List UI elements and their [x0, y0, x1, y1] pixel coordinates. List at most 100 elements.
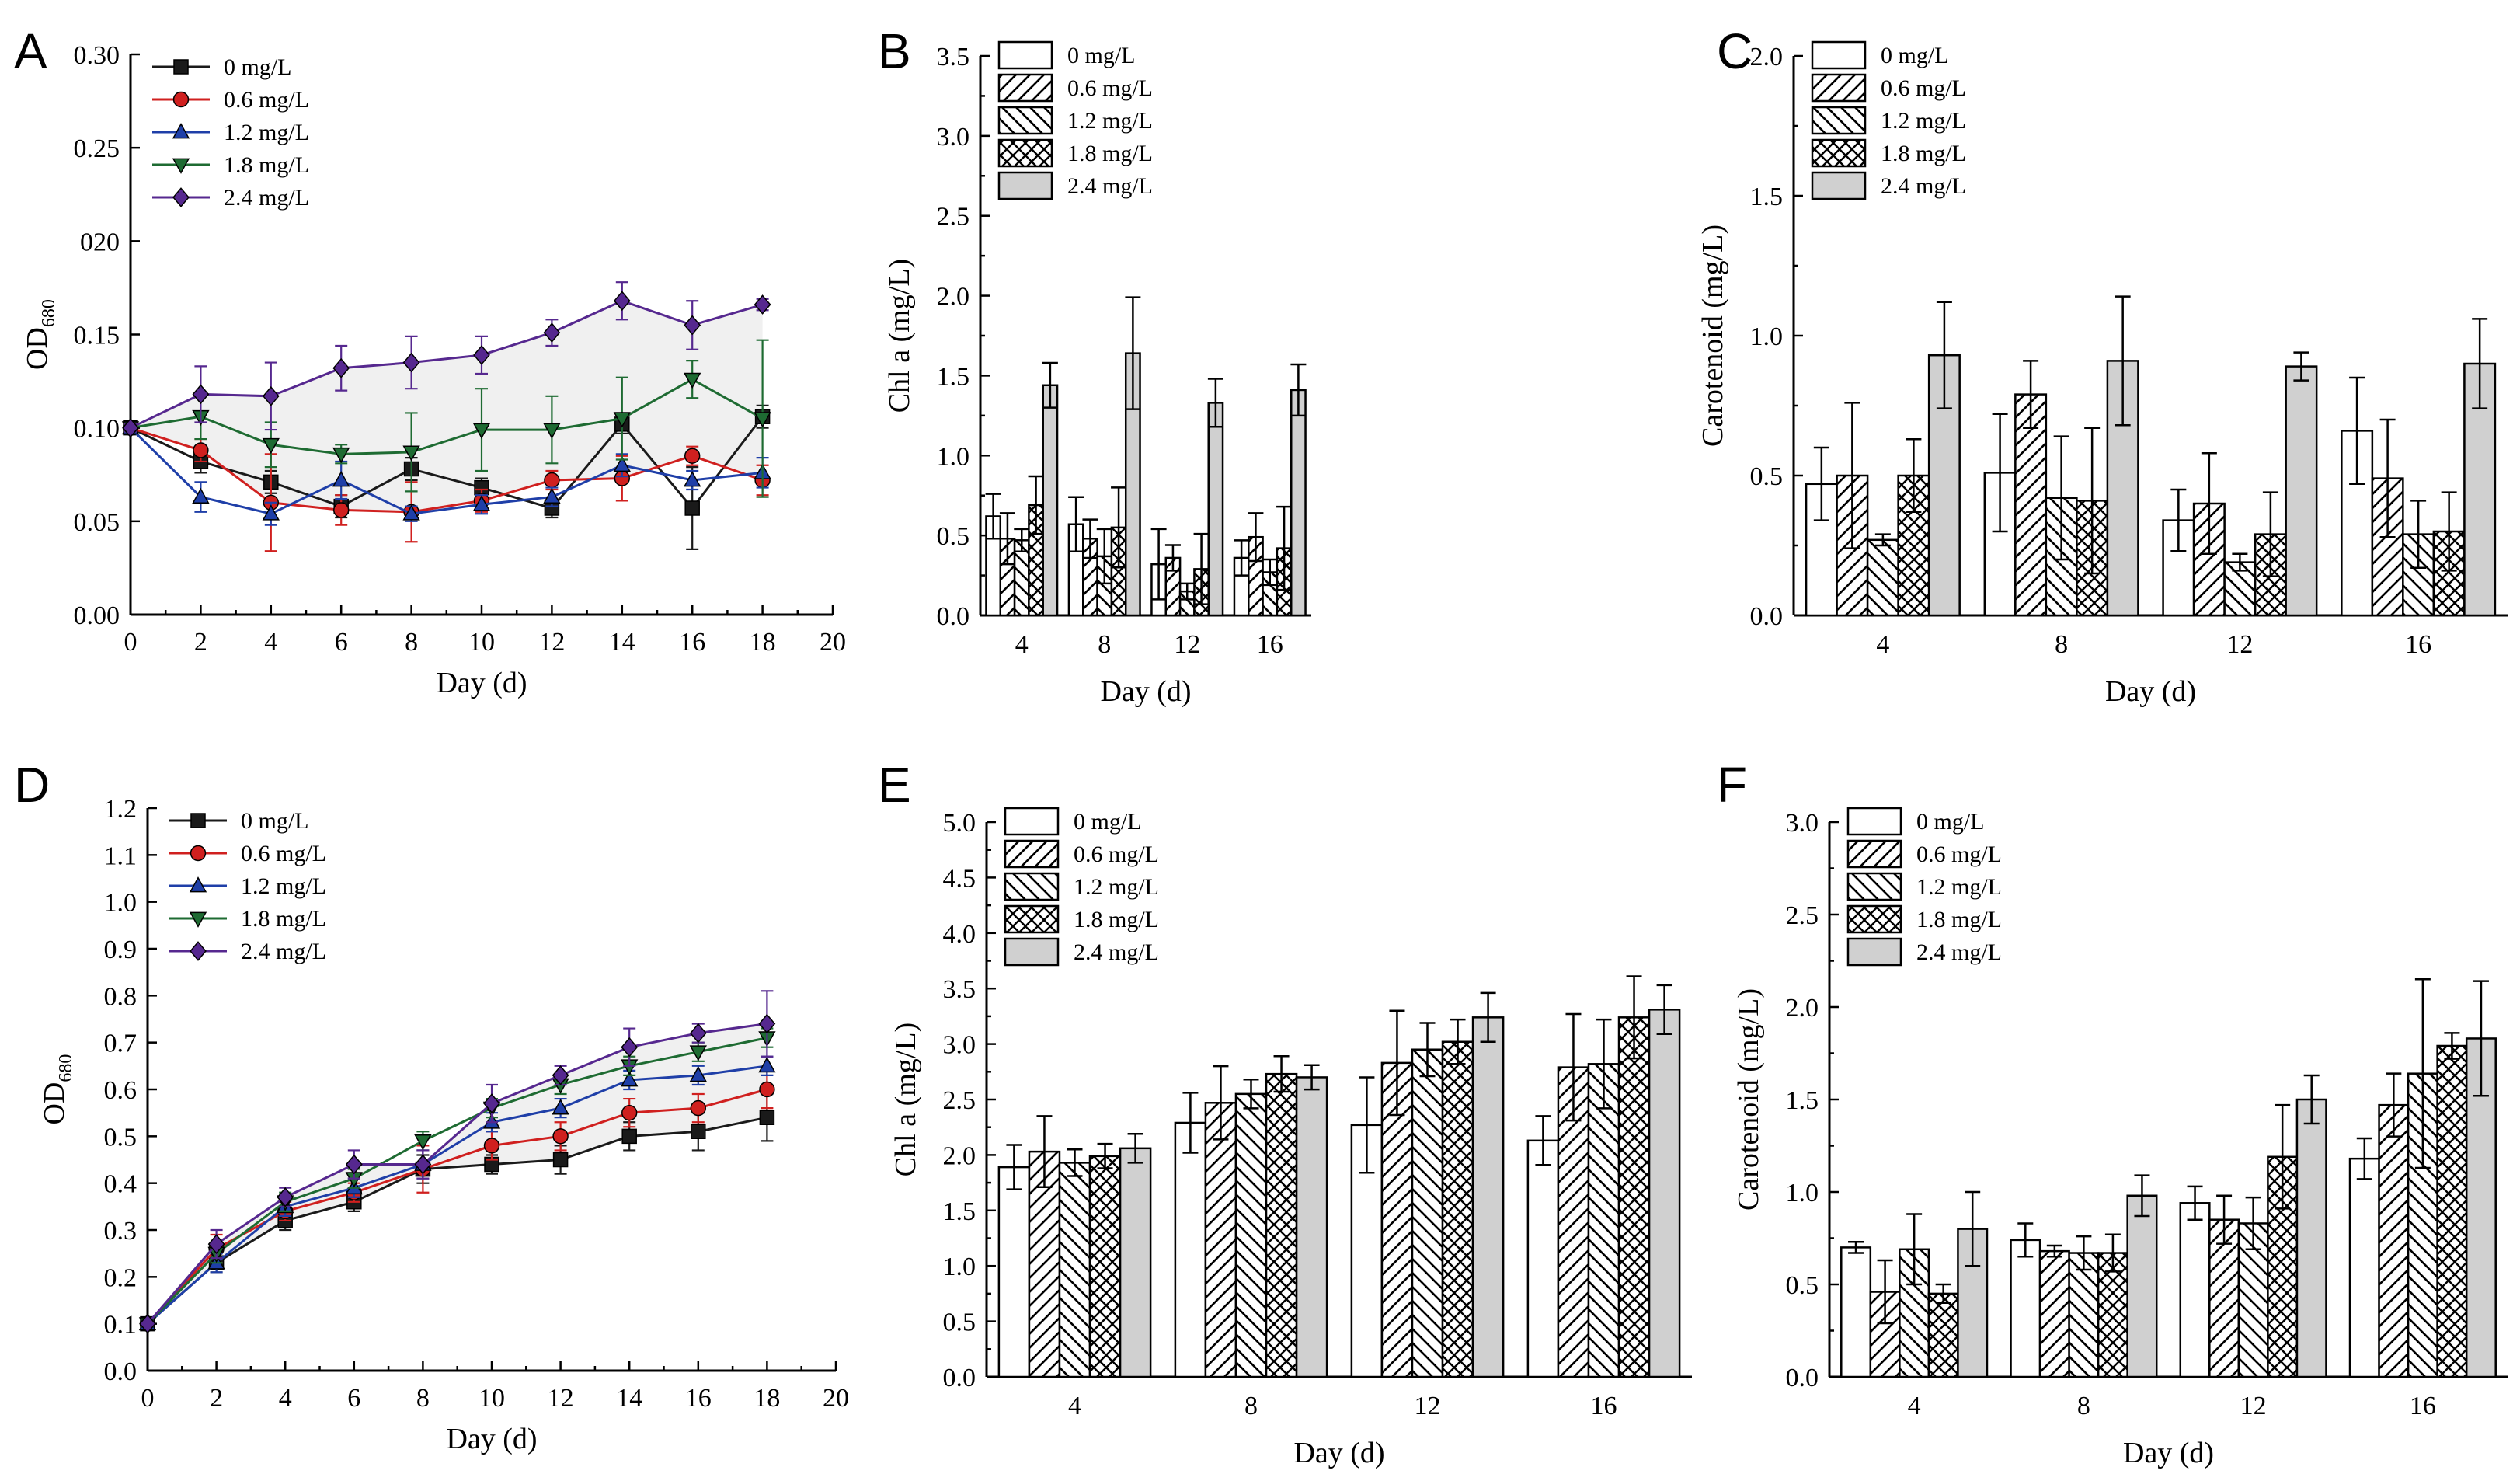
- legend-swatch: [1004, 807, 1060, 836]
- legend-marker: [190, 813, 206, 828]
- legend-label: 0.6 mg/L: [1881, 75, 1966, 101]
- x-tick-label: 4: [1876, 630, 1889, 659]
- legend-swatch: [1811, 40, 1867, 70]
- data-point: [262, 504, 280, 521]
- y-tick-label: 0.15: [74, 322, 120, 350]
- data-point: [472, 495, 491, 511]
- legend-label: 1.8 mg/L: [224, 152, 309, 178]
- x-tick-label: 4: [279, 1384, 292, 1413]
- series-line: [129, 427, 763, 515]
- y-axis-title: OD680: [21, 299, 59, 370]
- error-bar: [1096, 528, 1112, 585]
- error-bar: [2410, 500, 2427, 570]
- y-axis-title-main: OD: [21, 327, 54, 370]
- x-tick-label: 18: [754, 1384, 780, 1413]
- data-point: [472, 423, 491, 439]
- bar: [2378, 1103, 2410, 1378]
- legend-swatch: [997, 106, 1053, 135]
- data-point: [332, 357, 350, 378]
- error-bar: [999, 512, 1015, 566]
- error-bar: [2104, 1233, 2121, 1273]
- y-axis-title: Carotenoid (mg/L): [1732, 988, 1765, 1211]
- data-point: [690, 1099, 706, 1117]
- bar: [1119, 1147, 1152, 1378]
- error-bar: [2379, 418, 2396, 538]
- error-bar: [1626, 975, 1642, 1060]
- series-line: [130, 299, 764, 430]
- x-tick-label: 10: [468, 628, 495, 657]
- chart-panel-b: 0.0 0.5 1.0 1.5 2.0 2.5 3.0 3.5 4 8 12 16 0 mg/L 0.6 …: [878, 23, 1311, 708]
- data-point: [552, 1099, 569, 1115]
- shaded-band: [131, 301, 763, 512]
- y-tick-label: 0.5: [943, 1309, 976, 1337]
- error-bar: [1535, 1115, 1551, 1166]
- data-point: [402, 445, 420, 462]
- error-bar: [1125, 296, 1141, 410]
- data-point: [402, 504, 420, 521]
- legend-label: 2.4 mg/L: [241, 939, 326, 964]
- chart-panel-c: 0.0 0.5 1.0 1.5 2.0 4 8 12 16 0 mg/L 0.6 mg/L 1.2 m…: [1697, 23, 2508, 708]
- error-bar: [1935, 1283, 1951, 1305]
- bar: [1207, 402, 1224, 617]
- y-tick-label: 3.0: [1786, 809, 1819, 838]
- error-bar: [2275, 1103, 2291, 1210]
- error-bar: [1164, 544, 1181, 572]
- error-bar: [1179, 582, 1196, 601]
- error-bar: [2303, 1074, 2320, 1125]
- error-bar: [2293, 351, 2309, 382]
- chart-panel-f: 0.0 0.5 1.0 1.5 2.0 2.5 3.0 4 8 12 16 0 mg/L 0.6 mg/…: [1717, 757, 2508, 1469]
- error-bar: [1028, 475, 1044, 535]
- bar: [2208, 1218, 2240, 1378]
- x-tick-label: 6: [347, 1384, 360, 1413]
- x-tick-label: 6: [335, 628, 348, 657]
- data-point: [543, 423, 561, 439]
- y-tick-label: 0.1: [104, 1311, 137, 1340]
- error-bar: [2473, 980, 2489, 1097]
- x-tick-label: 16: [2405, 630, 2431, 659]
- error-bar: [2414, 978, 2431, 1169]
- legend-label: 1.8 mg/L: [1067, 141, 1153, 166]
- data-point: [684, 448, 701, 464]
- error-bar: [1234, 539, 1250, 577]
- data-point: [552, 1065, 569, 1085]
- legend-marker: [172, 158, 190, 174]
- legend-label: 0 mg/L: [1074, 809, 1142, 835]
- data-point: [552, 1152, 569, 1168]
- error-bar: [2170, 488, 2187, 552]
- legend-label: 0 mg/L: [224, 54, 292, 80]
- error-bar: [2023, 360, 2039, 430]
- y-tick-label: 2.5: [1786, 901, 1819, 930]
- y-tick-label: 1.2: [104, 795, 137, 824]
- bar: [1088, 1155, 1122, 1378]
- legend-label: 1.8 mg/L: [1881, 141, 1966, 166]
- y-axis-title: Chl a (mg/L): [889, 1023, 922, 1176]
- x-tick-label: 8: [405, 628, 418, 657]
- x-tick-label: 12: [1174, 630, 1200, 659]
- legend-swatch: [1846, 937, 1902, 967]
- bar: [1174, 1121, 1207, 1378]
- error-bar: [2441, 491, 2457, 572]
- data-point: [544, 472, 560, 489]
- error-bar: [1006, 1144, 1022, 1190]
- bar: [1526, 1139, 1560, 1378]
- bar: [2068, 1252, 2100, 1378]
- x-tick-label: 16: [2410, 1392, 2436, 1420]
- legend-swatch: [997, 40, 1053, 70]
- data-point: [613, 455, 631, 472]
- error-bar: [1419, 1022, 1436, 1078]
- error-bar: [1082, 518, 1098, 559]
- data-point: [414, 1134, 432, 1151]
- x-tick-label: 16: [1257, 630, 1283, 659]
- y-tick-label: 0.00: [74, 601, 120, 630]
- error-bar: [985, 493, 1001, 540]
- legend-swatch: [1004, 937, 1060, 967]
- legend-label: 0.6 mg/L: [1916, 842, 2002, 867]
- data-point: [277, 1187, 294, 1207]
- data-point: [192, 487, 210, 504]
- series-line: [146, 1088, 767, 1325]
- bar: [1265, 1072, 1298, 1378]
- error-bar: [2262, 491, 2278, 577]
- bar: [1648, 1009, 1681, 1378]
- legend-label: 2.4 mg/L: [1067, 173, 1153, 199]
- error-bar: [1036, 1115, 1053, 1189]
